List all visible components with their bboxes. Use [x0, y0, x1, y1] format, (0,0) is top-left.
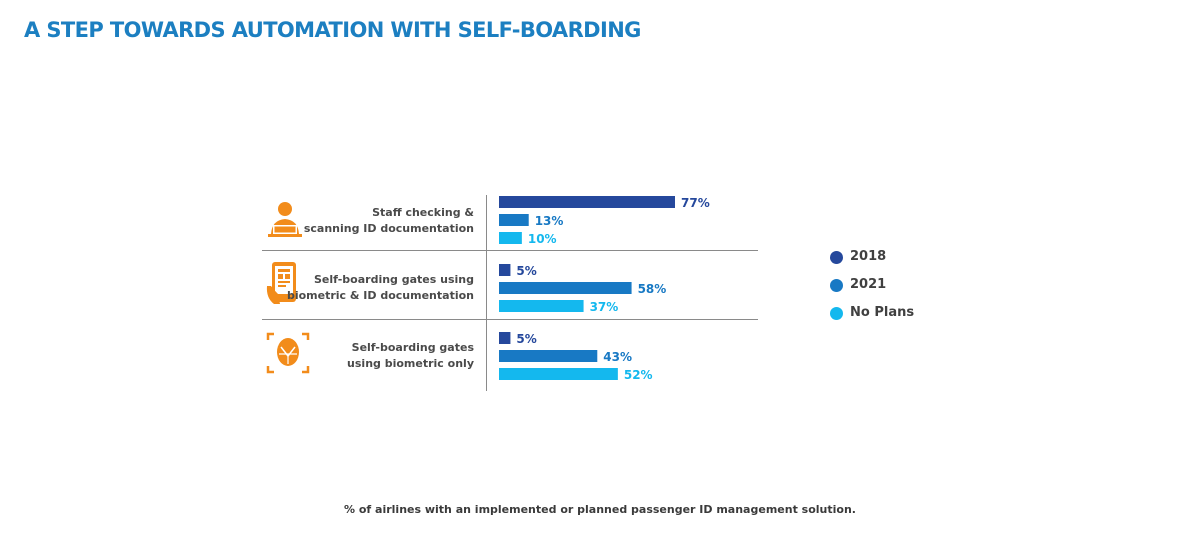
bar-2018-cat2: [499, 264, 511, 276]
data-label-no-plans-cat3: 52%: [624, 368, 653, 382]
legend-label-no-plans: No Plans: [850, 305, 915, 320]
bar-2021-cat2: [499, 282, 632, 294]
chart-caption: % of airlines with an implemented or pla…: [344, 503, 856, 516]
chart-title: A STEP TOWARDS AUTOMATION WITH SELF-BOAR…: [24, 18, 641, 42]
data-label-no-plans-cat2: 37%: [590, 300, 619, 314]
data-label-2018-cat1: 77%: [681, 196, 710, 210]
category-label-biometric-only: Self-boarding gates using biometric only: [347, 341, 474, 370]
data-label-no-plans-cat1: 10%: [528, 232, 557, 246]
category-label-biometric-id: Self-boarding gates using biometric & ID…: [286, 273, 474, 302]
bar-2021-cat3: [499, 350, 598, 362]
category-label-staff-checking: Staff checking & scanning ID documentati…: [303, 206, 474, 235]
row-divider: [262, 250, 758, 251]
bar-2021-cat1: [499, 214, 529, 226]
legend-label-2021: 2021: [850, 277, 887, 292]
bar-no-plans-cat3: [499, 368, 618, 380]
bar-no-plans-cat2: [499, 300, 584, 312]
legend-swatch-2018: [830, 251, 843, 264]
bar-2018-cat1: [499, 196, 675, 208]
phone-boarding-pass-icon: [266, 260, 302, 312]
bar-no-plans-cat1: [499, 232, 522, 244]
face-scan-icon: [266, 332, 310, 378]
data-label-2021-cat2: 58%: [638, 282, 667, 296]
bar-2018-cat3: [499, 332, 511, 344]
data-label-2021-cat3: 43%: [603, 350, 632, 364]
legend-label-2018: 2018: [850, 249, 887, 264]
category-axis-line: [486, 195, 487, 391]
staff-scanning-icon: [266, 200, 304, 244]
data-label-2018-cat3: 5%: [516, 332, 536, 346]
data-label-2021-cat1: 13%: [535, 214, 564, 228]
legend-swatch-no-plans: [830, 307, 843, 320]
row-divider: [262, 319, 758, 320]
data-label-2018-cat2: 5%: [516, 264, 536, 278]
legend-swatch-2021: [830, 279, 843, 292]
